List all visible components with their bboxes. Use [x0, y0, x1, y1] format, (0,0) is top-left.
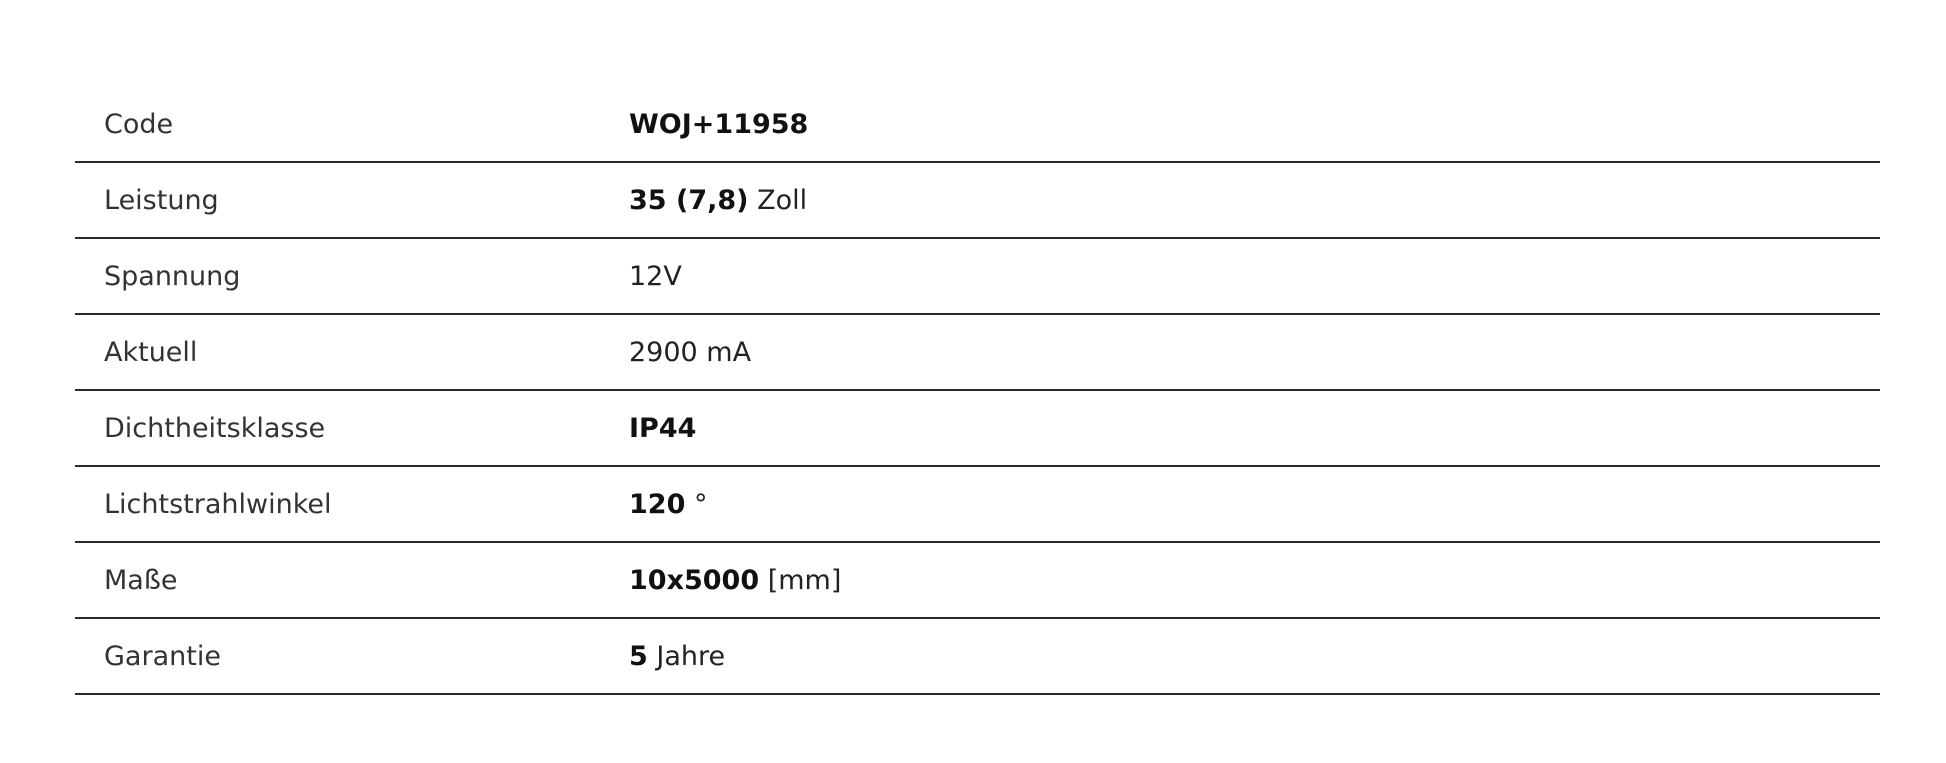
spec-value-bold: 35 (7,8): [629, 184, 749, 216]
spec-label: Leistung: [104, 184, 219, 216]
spec-label: Dichtheitsklasse: [104, 412, 326, 444]
spec-value-bold: WOJ+11958: [629, 108, 809, 140]
spec-row: Maße 10x5000 [mm]: [75, 543, 1880, 619]
spec-value: 5 Jahre: [629, 641, 725, 672]
spec-row: Lichtstrahlwinkel 120 °: [75, 467, 1880, 543]
spec-row: Aktuell 2900 mA: [75, 315, 1880, 391]
spec-label: Maße: [104, 564, 178, 596]
spec-value: WOJ+11958: [629, 109, 808, 140]
spec-row: Leistung 35 (7,8) Zoll: [75, 163, 1880, 239]
spec-value: 120 °: [629, 489, 707, 520]
spec-value-unit: 2900 mA: [629, 336, 752, 368]
spec-value-bold: IP44: [629, 412, 697, 444]
spec-value-bold: 5: [629, 640, 648, 672]
spec-value-unit: Jahre: [647, 640, 726, 672]
spec-value: 2900 mA: [629, 337, 751, 368]
spec-row: Spannung 12V: [75, 239, 1880, 315]
spec-label: Spannung: [104, 260, 241, 292]
spec-row: Code WOJ+11958: [75, 87, 1880, 163]
spec-label: Code: [104, 108, 174, 140]
spec-row: Garantie 5 Jahre: [75, 619, 1880, 695]
spec-value: IP44: [629, 413, 696, 444]
spec-value-unit: [mm]: [759, 564, 842, 596]
spec-value: 10x5000 [mm]: [629, 565, 841, 596]
spec-value-unit: °: [685, 488, 708, 520]
spec-value: 12V: [629, 261, 682, 292]
spec-value: 35 (7,8) Zoll: [629, 185, 807, 216]
spec-value-bold: 10x5000: [629, 564, 760, 596]
spec-value-unit: 12V: [629, 260, 682, 292]
spec-value-unit: Zoll: [748, 184, 808, 216]
spec-label: Aktuell: [104, 336, 198, 368]
spec-label: Garantie: [104, 640, 221, 672]
specifications-table: Code WOJ+11958 Leistung 35 (7,8) Zoll Spannu…: [75, 87, 1880, 695]
spec-label: Lichtstrahlwinkel: [104, 488, 332, 520]
spec-row: Dichtheitsklasse IP44: [75, 391, 1880, 467]
spec-value-bold: 120: [629, 488, 686, 520]
